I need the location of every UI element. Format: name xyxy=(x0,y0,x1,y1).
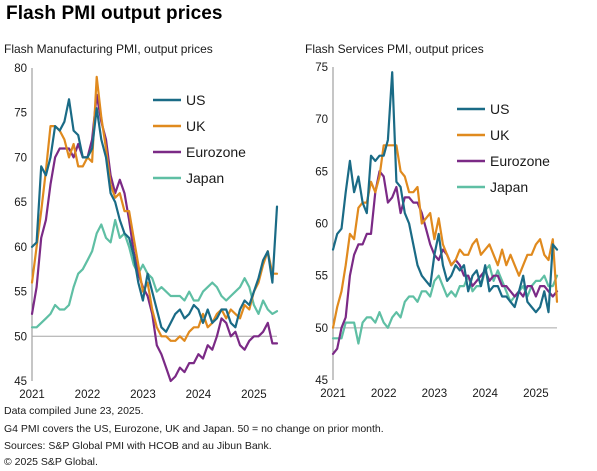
x-tick-label: 2025 xyxy=(241,389,267,401)
services-chart: 45 50 55 60 65 70 75 2021 2022 2023 2024 2025 US UK Eu… xyxy=(315,62,559,400)
x-tick-label: 2024 xyxy=(472,388,498,400)
legend-label-us: US xyxy=(490,101,509,117)
x-tick-label: 2022 xyxy=(75,389,101,401)
y-tick-label: 55 xyxy=(315,271,328,283)
y-tick-label: 70 xyxy=(315,114,328,126)
series-line-uk xyxy=(331,144,559,329)
y-tick-label: 80 xyxy=(14,63,27,75)
x-tick-label: 2024 xyxy=(186,389,212,401)
y-tick-label: 45 xyxy=(14,376,27,388)
series-line-uk xyxy=(30,75,279,342)
footnote-coverage: G4 PMI covers the US, Eurozone, UK and J… xyxy=(4,423,384,435)
series-line-us xyxy=(331,71,559,314)
y-tick-label: 75 xyxy=(315,62,328,74)
footnote-copyright: © 2025 S&P Global. xyxy=(4,456,98,468)
y-tick-label: 50 xyxy=(14,331,27,343)
legend-label-japan: Japan xyxy=(490,179,528,195)
legend-label-uk: UK xyxy=(490,127,510,143)
legend-label-us: US xyxy=(186,92,205,108)
y-tick-label: 70 xyxy=(14,152,27,164)
y-tick-label: 55 xyxy=(14,287,27,299)
y-tick-label: 65 xyxy=(14,197,27,209)
x-tick-label: 2021 xyxy=(320,388,346,400)
legend-label-japan: Japan xyxy=(186,170,224,186)
x-tick-label: 2023 xyxy=(130,389,156,401)
legend-label-eurozone: Eurozone xyxy=(490,153,550,169)
y-tick-label: 75 xyxy=(14,108,27,120)
y-tick-label: 60 xyxy=(315,219,328,231)
manufacturing-chart: 45 50 55 60 65 70 75 80 2021 2022 2023 2024 2025 US UK… xyxy=(14,63,279,401)
footnote-data-compiled: Data compiled June 23, 2025. xyxy=(4,405,144,417)
x-tick-label: 2022 xyxy=(371,388,397,400)
series-line-japan xyxy=(30,218,279,329)
manufacturing-chart-title: Flash Manufacturing PMI, output prices xyxy=(4,42,213,56)
services-chart-title: Flash Services PMI, output prices xyxy=(305,42,484,56)
series-line-eurozone xyxy=(30,93,279,383)
x-tick-label: 2021 xyxy=(19,389,45,401)
page-title: Flash PMI output prices xyxy=(6,3,223,24)
y-tick-label: 50 xyxy=(315,323,328,335)
footnote-sources: Sources: S&P Global PMI with HCOB and au… xyxy=(4,440,272,452)
y-tick-label: 45 xyxy=(315,375,328,387)
x-tick-label: 2023 xyxy=(422,388,448,400)
y-tick-label: 65 xyxy=(315,166,328,178)
y-tick-label: 60 xyxy=(14,242,27,254)
legend-label-eurozone: Eurozone xyxy=(186,144,246,160)
series-line-us xyxy=(30,98,279,333)
x-tick-label: 2025 xyxy=(523,388,549,400)
legend-label-uk: UK xyxy=(186,118,206,134)
